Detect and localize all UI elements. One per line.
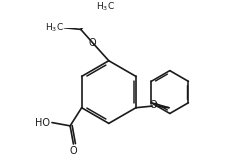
Text: O: O <box>149 100 157 110</box>
Text: H$_3$C: H$_3$C <box>97 0 115 13</box>
Text: O: O <box>88 38 96 48</box>
Text: H$_3$C: H$_3$C <box>45 22 63 34</box>
Text: HO: HO <box>35 118 50 127</box>
Text: O: O <box>70 146 77 157</box>
